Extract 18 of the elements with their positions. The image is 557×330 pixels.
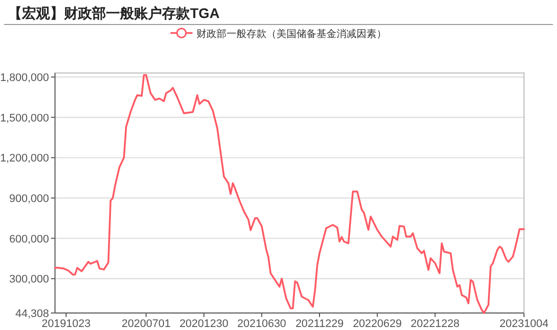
legend-label: 财政部一般存款（美国储备基金消减因素） [196,28,386,40]
x-tick-label: 20231004 [500,318,548,330]
chart-title: 【宏观】财政部一般账户存款TGA [8,5,220,21]
y-tick-label: 44,308 [15,308,49,320]
x-tick-label: 20221228 [410,318,460,330]
y-tick-label: 300,000 [9,274,49,286]
legend: 财政部一般存款（美国储备基金消减因素） [170,28,386,40]
y-tick-label: 1,500,000 [0,112,49,124]
x-tick-label: 20211229 [295,318,344,330]
x-tick-label: 20200701 [122,318,171,330]
y-tick-label: 1,200,000 [0,152,49,165]
y-tick-label: 1,800,000 [0,72,49,84]
x-tick-label: 20201230 [179,318,228,330]
y-tick-label: 900,000 [9,192,49,205]
x-tick-label: 20191023 [42,318,91,330]
x-tick-label: 20210630 [237,318,286,330]
y-tick-label: 600,000 [9,233,49,246]
x-tick-label: 20220629 [352,318,402,330]
